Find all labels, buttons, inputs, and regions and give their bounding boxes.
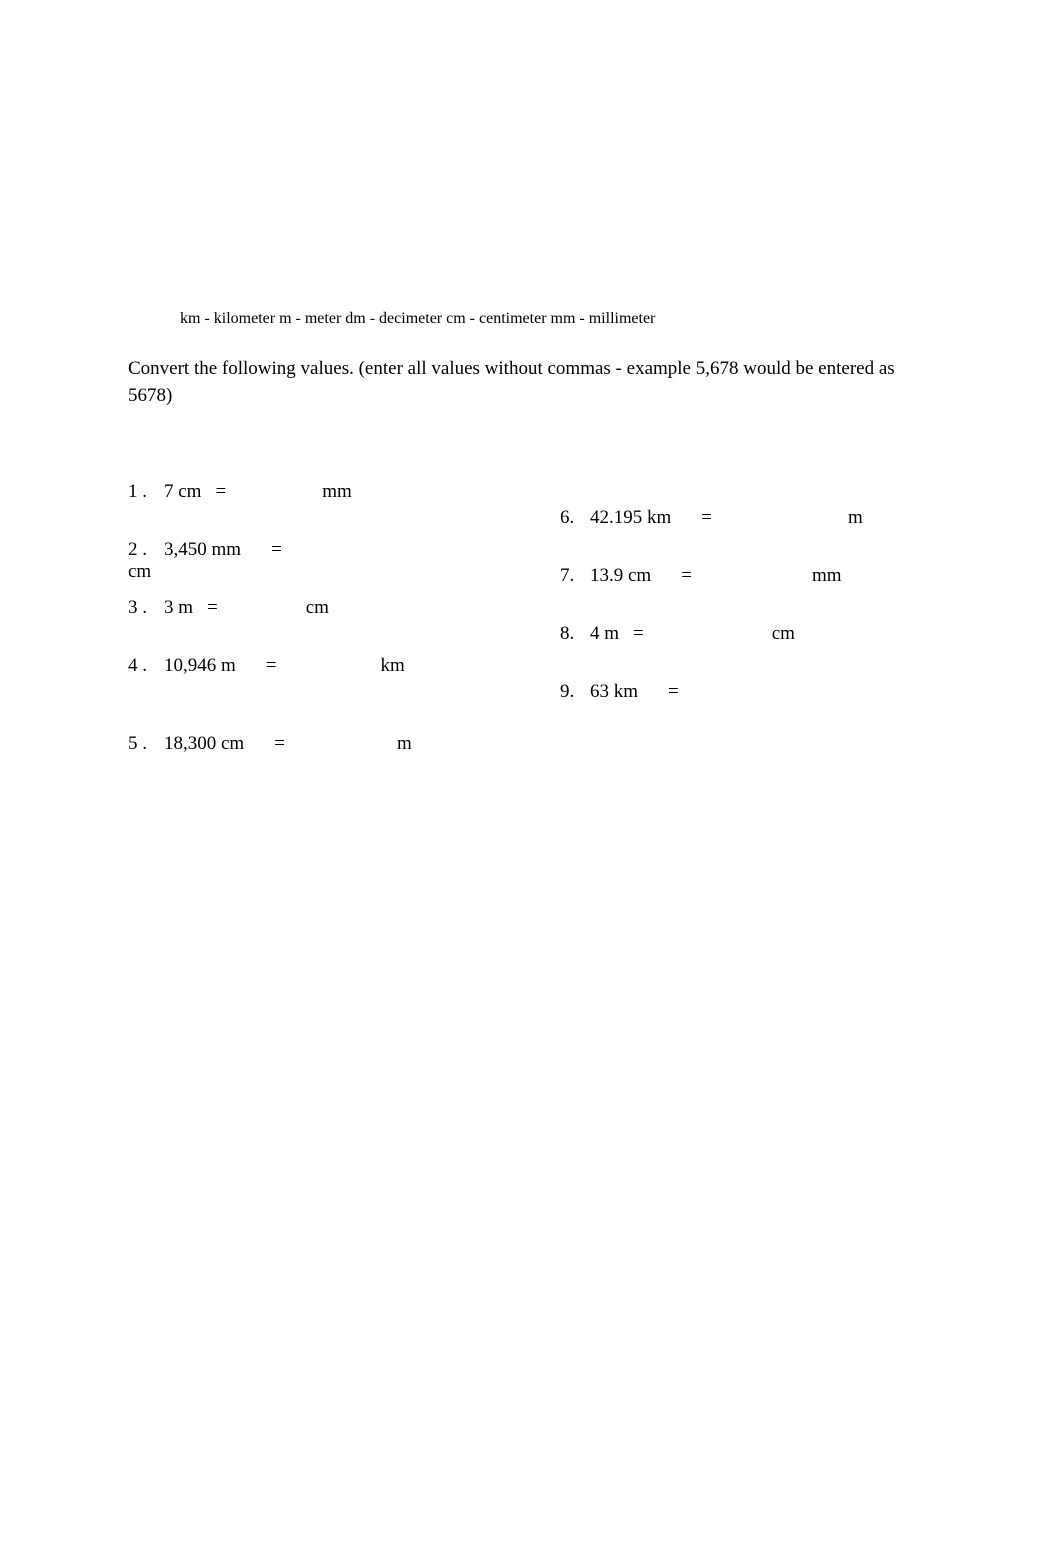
problem-8: 8. 4 m = cm xyxy=(560,623,920,681)
wrapped-unit: cm xyxy=(128,561,508,583)
equals-sign: = xyxy=(633,623,644,645)
units-key: km - kilometer m - meter dm - decimeter … xyxy=(128,310,928,328)
problem-number: 9. xyxy=(560,681,590,703)
instructions-text: Convert the following values. (enter all… xyxy=(128,356,928,409)
problem-number: 2 . xyxy=(128,539,164,561)
right-column: 6. 42.195 km = m 7. 13.9 cm = mm 8. 4 m … xyxy=(560,481,920,791)
problem-value: 63 km xyxy=(590,681,638,703)
result-unit: m xyxy=(848,507,863,529)
problem-value: 13.9 cm xyxy=(590,565,651,587)
equals-sign: = xyxy=(701,507,712,529)
worksheet-content: km - kilometer m - meter dm - decimeter … xyxy=(128,310,928,791)
problem-6: 6. 42.195 km = m xyxy=(560,507,920,565)
problem-number: 4 . xyxy=(128,655,164,677)
equals-sign: = xyxy=(274,733,285,755)
problem-7: 7. 13.9 cm = mm xyxy=(560,565,920,623)
problem-value: 4 m xyxy=(590,623,619,645)
result-unit: mm xyxy=(812,565,842,587)
problem-value: 18,300 cm xyxy=(164,733,244,755)
result-unit: m xyxy=(397,733,412,755)
equals-sign: = xyxy=(215,481,226,503)
problem-value: 10,946 m xyxy=(164,655,236,677)
problem-value: 3 m xyxy=(164,597,193,619)
problems-container: 1 . 7 cm = mm 2 . 3,450 mm = cm 3 . 3 m xyxy=(128,481,928,791)
problem-number: 3 . xyxy=(128,597,164,619)
result-unit: cm xyxy=(306,597,329,619)
problem-number: 8. xyxy=(560,623,590,645)
problem-value: 42.195 km xyxy=(590,507,671,529)
problem-number: 7. xyxy=(560,565,590,587)
problem-9: 9. 63 km = xyxy=(560,681,920,739)
equals-sign: = xyxy=(271,539,282,561)
equals-sign: = xyxy=(681,565,692,587)
problem-3: 3 . 3 m = cm xyxy=(128,597,508,655)
problem-number: 5 . xyxy=(128,733,164,755)
equals-sign: = xyxy=(207,597,218,619)
problem-4: 4 . 10,946 m = km xyxy=(128,655,508,713)
problem-value: 7 cm xyxy=(164,481,201,503)
problem-1: 1 . 7 cm = mm xyxy=(128,481,508,539)
result-unit: km xyxy=(381,655,405,677)
equals-sign: = xyxy=(266,655,277,677)
result-unit: cm xyxy=(772,623,795,645)
problem-2: 2 . 3,450 mm = cm xyxy=(128,539,508,597)
problem-value: 3,450 mm xyxy=(164,539,241,561)
problem-5: 5 . 18,300 cm = m xyxy=(128,733,508,791)
left-column: 1 . 7 cm = mm 2 . 3,450 mm = cm 3 . 3 m xyxy=(128,481,508,791)
problem-number: 6. xyxy=(560,507,590,529)
problem-number: 1 . xyxy=(128,481,164,503)
result-unit: mm xyxy=(322,481,352,503)
equals-sign: = xyxy=(668,681,679,703)
